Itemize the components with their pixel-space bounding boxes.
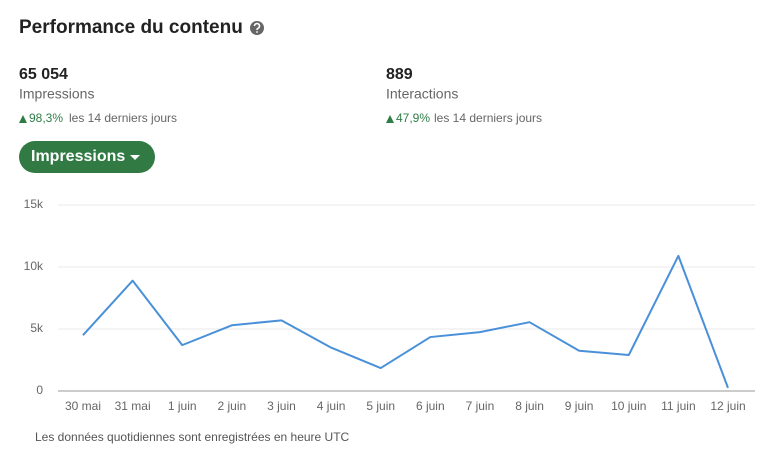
x-tick-label: 12 juin xyxy=(710,399,745,413)
y-tick-label: 10k xyxy=(24,259,44,273)
line xyxy=(82,254,729,389)
x-tick-label: 2 juin xyxy=(218,399,247,413)
metric-label: Interactions xyxy=(386,86,458,102)
x-tick-label: 6 juin xyxy=(416,399,445,413)
x-tick-label: 10 juin xyxy=(611,399,646,413)
dropdown-button[interactable]: Impressions xyxy=(19,141,155,173)
x-tick-label: 4 juin xyxy=(317,399,346,413)
up-arrow xyxy=(386,115,394,123)
metric-period: les 14 derniers jours xyxy=(69,111,177,125)
up-arrow xyxy=(19,115,27,123)
metric-value: 65 054 xyxy=(19,66,68,83)
metric-period: les 14 derniers jours xyxy=(434,111,542,125)
x-tick-label: 8 juin xyxy=(515,399,544,413)
y-tick-label: 5k xyxy=(30,321,44,335)
y-tick-label: 0 xyxy=(36,383,43,397)
y-tick-label: 15k xyxy=(24,197,44,211)
metric-value: 889 xyxy=(386,66,413,83)
x-tick-label: 9 juin xyxy=(565,399,594,413)
x-tick-label: 3 juin xyxy=(267,399,296,413)
dropdown-label[interactable]: Impressions xyxy=(31,148,125,165)
footnote: Les données quotidiennes sont enregistré… xyxy=(35,430,350,444)
metric-change: 47,9% xyxy=(396,111,430,125)
metric-label: Impressions xyxy=(19,86,94,102)
x-tick-label: 11 juin xyxy=(661,399,695,413)
metric-change: 98,3% xyxy=(29,111,63,125)
x-tick-label: 1 juin xyxy=(168,399,197,413)
x-tick-label: 5 juin xyxy=(366,399,395,413)
x-tick-label: 30 mai xyxy=(65,399,101,413)
help-icon[interactable] xyxy=(250,21,264,35)
x-tick-label: 31 mai xyxy=(115,399,151,413)
x-tick-label: 7 juin xyxy=(466,399,495,413)
chart: 0 5k 10k 15k 30 mai 31 mai 1 juin 2 juin 3 juin 4… xyxy=(24,197,755,413)
title: Performance du contenu xyxy=(19,17,243,38)
